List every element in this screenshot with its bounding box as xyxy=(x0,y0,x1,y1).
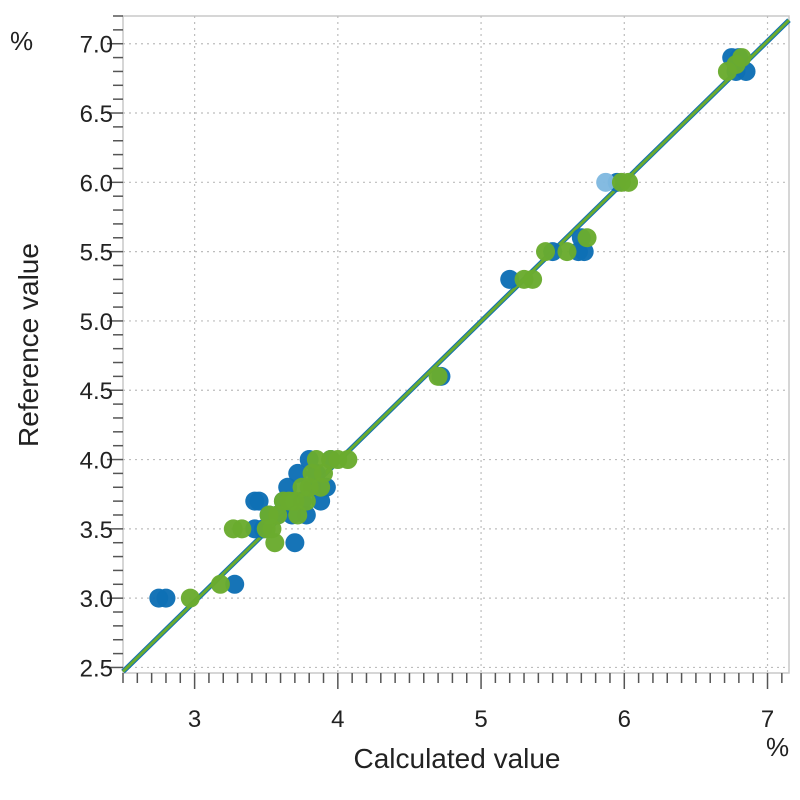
data-point xyxy=(288,505,308,525)
regression-line-group xyxy=(121,18,791,674)
y-tick-label: 5.0 xyxy=(80,309,113,336)
y-tick-label: 5.5 xyxy=(80,240,113,267)
data-point xyxy=(210,574,230,594)
data-point xyxy=(285,533,305,553)
y-tick-label: 3.5 xyxy=(80,517,113,544)
tick-labels: 2.5 3.0 3.5 4.0 4.5 5.0 5.5 6.0 6.5 7.0 3 4 5 6 7 xyxy=(80,32,775,733)
y-tick-label: 3.0 xyxy=(80,586,113,613)
x-tick-label: 4 xyxy=(331,706,344,733)
regression-line xyxy=(121,19,791,673)
y-tick-label: 4.5 xyxy=(80,378,113,405)
data-point xyxy=(577,228,597,248)
y-unit-label: % xyxy=(10,26,33,56)
data-point xyxy=(265,533,285,553)
data-point xyxy=(596,172,616,192)
axis-ticks xyxy=(107,15,783,689)
data-point xyxy=(225,574,245,594)
x-tick-label: 3 xyxy=(188,706,201,733)
data-point xyxy=(156,588,176,608)
grid-lines xyxy=(123,16,789,673)
y-tick-label: 2.5 xyxy=(80,655,113,682)
data-point xyxy=(500,269,520,289)
x-tick-label: 5 xyxy=(474,706,487,733)
x-tick-label: 7 xyxy=(761,706,774,733)
x-tick-label: 6 xyxy=(618,706,631,733)
data-point xyxy=(732,48,752,68)
x-unit-label: % xyxy=(766,732,789,762)
y-tick-label: 7.0 xyxy=(80,32,113,59)
x-axis-title: Calculated value xyxy=(353,743,560,774)
data-point xyxy=(232,519,252,539)
data-point xyxy=(619,172,639,192)
y-tick-label: 6.5 xyxy=(80,101,113,128)
data-point xyxy=(428,366,448,386)
y-tick-label: 6.0 xyxy=(80,170,113,197)
y-axis-title: Reference value xyxy=(13,243,44,447)
data-point xyxy=(249,491,269,511)
data-point xyxy=(557,242,577,262)
data-point xyxy=(180,588,200,608)
y-tick-label: 4.0 xyxy=(80,448,113,475)
data-point xyxy=(523,269,543,289)
data-points xyxy=(149,48,756,608)
data-point xyxy=(536,242,556,262)
data-point xyxy=(338,450,358,470)
